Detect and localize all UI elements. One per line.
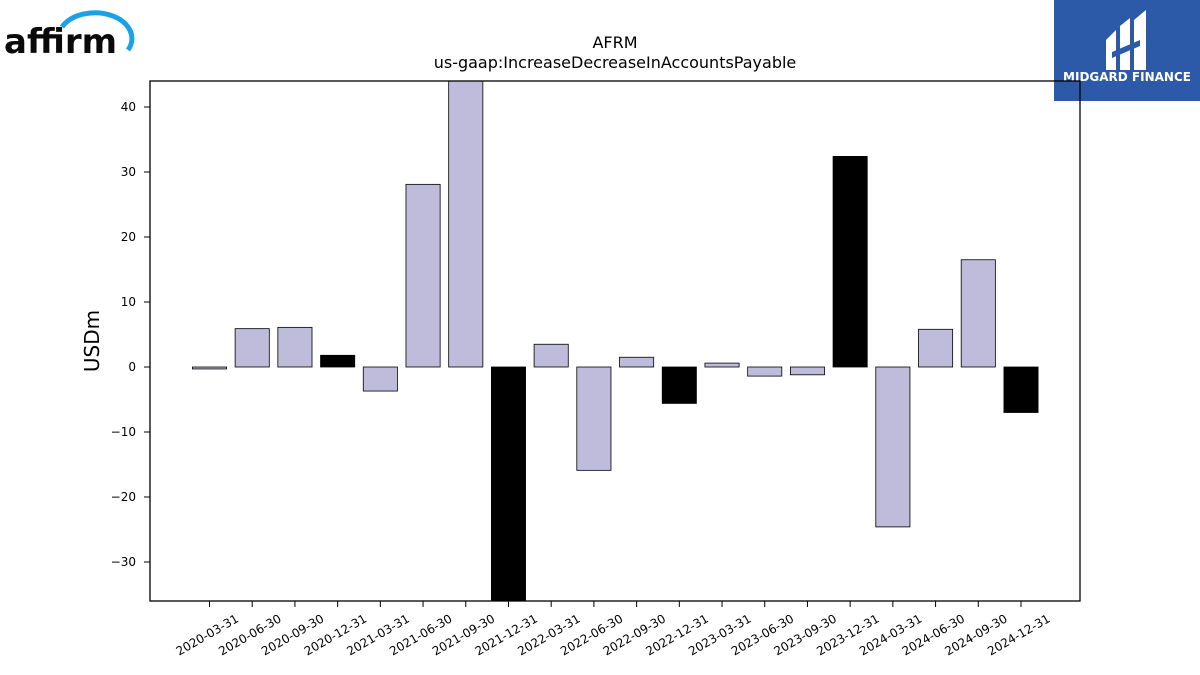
bar-2022-12-31 [661, 366, 697, 404]
bars-group [192, 80, 1039, 602]
bar-2020-12-31 [320, 354, 356, 368]
bar-2020-06-30 [234, 328, 270, 368]
y-tick-label: 30 [121, 165, 136, 179]
affirm-logo-text: affirm [4, 22, 117, 62]
affirm-logo: affirm [4, 10, 135, 62]
bar-2023-12-31 [832, 155, 868, 368]
y-axis-label: USDm [80, 310, 104, 372]
affirm-arc-icon [59, 10, 135, 52]
bar-2020-03-31 [192, 366, 227, 370]
bar-2021-03-31 [362, 366, 398, 392]
bar-2021-06-30 [405, 183, 441, 368]
bar-2024-06-30 [918, 328, 954, 368]
x-axis: 2020-03-312020-06-302020-09-302020-12-31… [174, 601, 1053, 658]
bar-2024-03-31 [875, 366, 911, 528]
plot-frame [149, 80, 1081, 602]
y-tick-label: 0 [128, 360, 136, 374]
midgard-finance-logo: MIDGARD FINANCE [1054, 0, 1200, 101]
y-tick-label: −30 [111, 555, 136, 569]
bar-2020-09-30 [277, 326, 313, 368]
y-tick-label: 40 [121, 100, 136, 114]
y-tick-label: 20 [121, 230, 136, 244]
midgard-logo-text: MIDGARD FINANCE [1063, 70, 1191, 84]
bar-2024-12-31 [1003, 366, 1039, 413]
bar-2021-12-31 [490, 366, 526, 602]
chart-subtitle: us-gaap:IncreaseDecreaseInAccountsPayabl… [434, 53, 797, 72]
y-tick-label: −20 [111, 490, 136, 504]
y-tick-label: −10 [111, 425, 136, 439]
bar-2023-09-30 [789, 366, 825, 376]
bar-2023-06-30 [747, 366, 783, 377]
y-tick-label: 10 [121, 295, 136, 309]
bar-2024-09-30 [960, 259, 996, 368]
chart-title: AFRM [592, 33, 637, 52]
bar-2022-06-30 [576, 366, 612, 471]
midgard-mark-icon [1106, 10, 1146, 70]
bar-2022-03-31 [533, 343, 569, 368]
bar-2021-09-30 [448, 80, 484, 368]
bar-2022-09-30 [619, 356, 655, 368]
y-axis: −30 −20 −10 0 10 20 30 40 [111, 100, 150, 569]
bar-2023-03-31 [704, 362, 740, 368]
